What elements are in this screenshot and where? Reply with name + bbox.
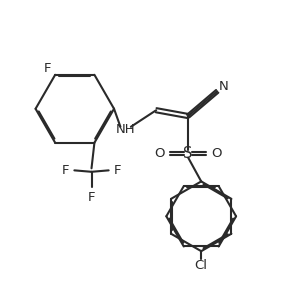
Text: O: O bbox=[211, 147, 222, 160]
Text: Cl: Cl bbox=[195, 259, 208, 272]
Text: NH: NH bbox=[116, 123, 135, 136]
Text: F: F bbox=[114, 164, 121, 177]
Text: O: O bbox=[155, 147, 165, 160]
Text: F: F bbox=[88, 191, 95, 204]
Text: F: F bbox=[43, 62, 51, 75]
Text: F: F bbox=[62, 164, 69, 177]
Text: N: N bbox=[219, 80, 228, 93]
Text: S: S bbox=[183, 146, 193, 161]
